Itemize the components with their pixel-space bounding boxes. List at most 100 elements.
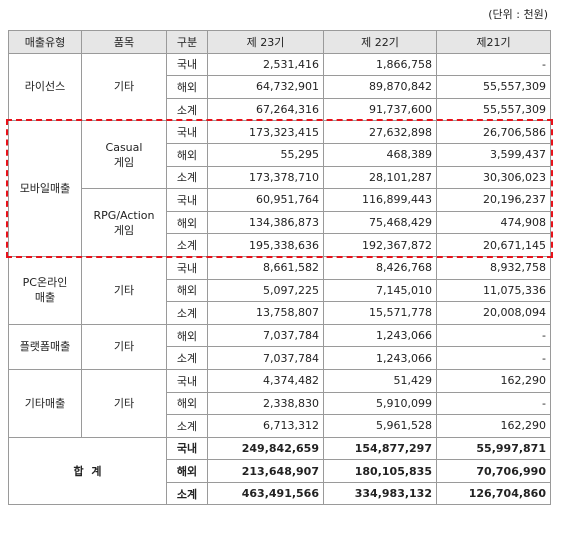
value-cell: 2,338,830	[207, 391, 324, 416]
division-cell: 해외	[166, 278, 208, 303]
value-cell: 64,732,901	[207, 75, 324, 99]
value-cell: 70,706,990	[436, 459, 551, 483]
value-cell: 334,983,132	[323, 481, 437, 506]
division-cell: 국내	[166, 52, 208, 77]
value-cell: 20,196,237	[436, 188, 551, 212]
value-cell: 91,737,600	[323, 97, 437, 122]
division-cell: 해외	[166, 142, 208, 167]
value-cell: 75,468,429	[323, 210, 437, 235]
category-cell: 라이선스	[8, 52, 82, 122]
value-cell: 8,932,758	[436, 255, 551, 280]
division-cell: 소계	[166, 97, 208, 122]
value-cell: 173,323,415	[207, 120, 324, 144]
value-cell: 55,557,309	[436, 97, 551, 122]
value-cell: 60,951,764	[207, 188, 324, 212]
total-row: 합 계 국내 249,842,659 154,877,297 55,997,87…	[8, 436, 551, 506]
value-cell: 134,386,873	[207, 210, 324, 235]
value-cell: 7,037,784	[207, 346, 324, 370]
table-row: RPG/Action 게임 국내 60,951,764 116,899,443 2…	[9, 188, 551, 257]
item-cell: RPG/Action 게임	[81, 188, 167, 257]
division-cell: 해외	[166, 459, 208, 483]
division-cell: 소계	[166, 301, 208, 325]
total-label: 합 계	[8, 436, 167, 506]
header-period-23: 제 23기	[207, 30, 324, 54]
value-cell: -	[436, 323, 551, 348]
value-cell: 1,866,758	[323, 52, 437, 77]
value-cell: -	[436, 391, 551, 416]
value-cell: 8,426,768	[323, 255, 437, 280]
value-cell: 195,338,636	[207, 233, 324, 257]
value-cell: 27,632,898	[323, 120, 437, 144]
value-cell: 6,713,312	[207, 414, 324, 438]
division-cell: 해외	[166, 391, 208, 416]
table-row: 해외 134,386,873 75,468,429 474,908	[9, 210, 551, 235]
value-cell: 249,842,659	[207, 436, 324, 461]
table-row: 소계 7,037,784 1,243,066 -	[9, 346, 551, 370]
division-cell: 소계	[166, 414, 208, 438]
value-cell: 13,758,807	[207, 301, 324, 325]
division-cell: 국내	[166, 120, 208, 144]
header-period-22: 제 22기	[323, 30, 437, 54]
value-cell: -	[436, 52, 551, 77]
total-row: 해외 213,648,907 180,105,835 70,706,990	[9, 459, 551, 483]
header-item: 품목	[81, 30, 167, 54]
division-cell: 소계	[166, 165, 208, 190]
value-cell: 474,908	[436, 210, 551, 235]
value-cell: 1,243,066	[323, 323, 437, 348]
value-cell: 192,367,872	[323, 233, 437, 257]
value-cell: 116,899,443	[323, 188, 437, 212]
table-row: 소계 6,713,312 5,961,528 162,290	[9, 414, 551, 438]
value-cell: 7,037,784	[207, 323, 324, 348]
item-cell: Casual 게임	[81, 120, 167, 190]
header-period-21: 제21기	[436, 30, 551, 54]
value-cell: 55,295	[207, 142, 324, 167]
table-row: 해외 55,295 468,389 3,599,437	[9, 142, 551, 167]
value-cell: 2,531,416	[207, 52, 324, 77]
division-cell: 소계	[166, 481, 208, 506]
value-cell: 20,671,145	[436, 233, 551, 257]
value-cell: 55,557,309	[436, 75, 551, 99]
value-cell: 11,075,336	[436, 278, 551, 303]
item-cell: 기타	[81, 52, 167, 122]
item-cell: 기타	[81, 323, 167, 370]
table-row: 플랫폼매출 기타 해외 7,037,784 1,243,066 -	[8, 323, 551, 370]
total-row: 소계 463,491,566 334,983,132 126,704,860	[9, 481, 551, 506]
value-cell: 51,429	[323, 368, 437, 393]
division-cell: 소계	[166, 346, 208, 370]
value-cell: 5,961,528	[323, 414, 437, 438]
header-category: 매출유형	[8, 30, 82, 54]
category-cell: 모바일매출	[8, 120, 82, 257]
value-cell: 5,910,099	[323, 391, 437, 416]
table-row: 해외 2,338,830 5,910,099 -	[9, 391, 551, 416]
item-cell: 기타	[81, 368, 167, 438]
category-cell: 플랫폼매출	[8, 323, 82, 370]
category-cell: 기타매출	[8, 368, 82, 438]
value-cell: 180,105,835	[323, 459, 437, 483]
value-cell: 8,661,582	[207, 255, 324, 280]
table-row: PC온라인 매출 기타 국내 8,661,582 8,426,768 8,932,…	[8, 255, 551, 325]
value-cell: 20,008,094	[436, 301, 551, 325]
division-cell: 국내	[166, 436, 208, 461]
division-cell: 국내	[166, 255, 208, 280]
table-row: 소계 195,338,636 192,367,872 20,671,145	[9, 233, 551, 257]
value-cell: 28,101,287	[323, 165, 437, 190]
division-cell: 해외	[166, 75, 208, 99]
value-cell: 173,378,710	[207, 165, 324, 190]
value-cell: 5,097,225	[207, 278, 324, 303]
division-cell: 국내	[166, 188, 208, 212]
value-cell: 162,290	[436, 368, 551, 393]
value-cell: 30,306,023	[436, 165, 551, 190]
table-row: 소계 173,378,710 28,101,287 30,306,023	[9, 165, 551, 190]
header-row: 매출유형 품목 구분 제 23기 제 22기 제21기	[8, 30, 551, 54]
table-row: 기타매출 기타 국내 4,374,482 51,429 162,290	[8, 368, 551, 438]
table-row: 모바일매출 Casual 게임 국내 173,323,415 27,632,898…	[8, 120, 551, 257]
revenue-table: 매출유형 품목 구분 제 23기 제 22기 제21기 라이선스 기타 국내 2…	[8, 30, 551, 506]
table-row: 라이선스 기타 국내 2,531,416 1,866,758 -	[8, 52, 551, 122]
value-cell: 126,704,860	[436, 481, 551, 506]
table-row: 해외 5,097,225 7,145,010 11,075,336	[9, 278, 551, 303]
value-cell: 463,491,566	[207, 481, 324, 506]
division-cell: 해외	[166, 323, 208, 348]
value-cell: 154,877,297	[323, 436, 437, 461]
value-cell: 3,599,437	[436, 142, 551, 167]
value-cell: 7,145,010	[323, 278, 437, 303]
